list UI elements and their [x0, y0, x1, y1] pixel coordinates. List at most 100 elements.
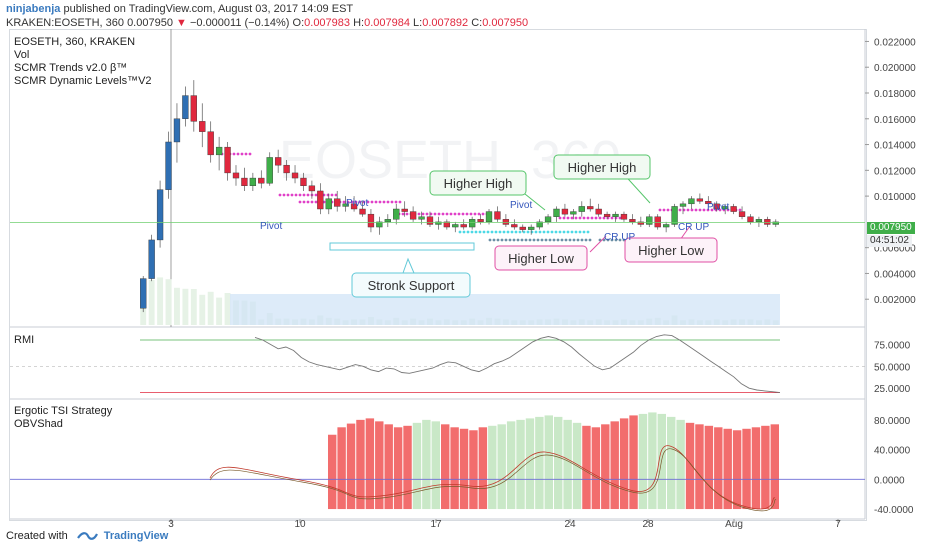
candle-body [182, 95, 189, 119]
tradingview-logo-icon [76, 532, 98, 540]
dynamic-level-dot [582, 216, 586, 220]
tsi-histogram-bar [431, 421, 440, 510]
dynamic-level-dot [548, 238, 552, 242]
dynamic-level-dot [574, 230, 578, 234]
candle-body [283, 164, 290, 174]
legend-symbol[interactable]: EOSETH, 360, KRAKEN [14, 36, 136, 48]
dynamic-level-dot [532, 238, 536, 242]
pivot-label: Pivot [510, 200, 532, 211]
dynamic-level-dot [528, 238, 532, 242]
dynamic-level-dot [566, 230, 570, 234]
publisher-username[interactable]: ninjabenja [6, 3, 61, 15]
dynamic-level-dot [570, 216, 574, 220]
dynamic-level-dot [461, 212, 465, 216]
tsi-histogram-bar [732, 430, 742, 510]
dynamic-level-dot [560, 238, 564, 242]
dynamic-level-dot [437, 212, 441, 216]
candle-body [418, 216, 425, 220]
down-arrow-icon: ▼ [176, 17, 187, 29]
legend-obvshad[interactable]: OBVShad [14, 418, 63, 430]
price-axis-label: 0.014000 [874, 141, 916, 152]
candle-body [359, 208, 366, 215]
dynamic-level-dot [282, 193, 286, 197]
dynamic-level-dot [334, 193, 338, 197]
dynamic-level-dot [698, 208, 702, 212]
time-axis-label: Aug [725, 519, 743, 530]
candle-body [435, 221, 442, 225]
pivot-label: Pivot [346, 198, 368, 209]
tradingview-brand[interactable]: TradingView [103, 530, 169, 542]
dynamic-level-dot [405, 212, 409, 216]
candle-body [587, 206, 594, 210]
dynamic-level-dot [586, 230, 590, 234]
dynamic-level-dot [496, 238, 500, 242]
tsi-histogram-bar [751, 427, 761, 510]
tsi-histogram-bar [356, 419, 365, 510]
annotation-higher-low-2[interactable]: Higher Low [624, 225, 718, 263]
dynamic-level-dot [610, 238, 614, 242]
candle-body [241, 177, 248, 186]
annotation-higher-low-1[interactable]: Higher Low [494, 235, 607, 271]
volume-bar [182, 288, 189, 325]
dynamic-level-dot [374, 200, 378, 204]
dynamic-level-dot [240, 152, 244, 156]
tsi-histogram-bar [619, 418, 629, 510]
annotation-higher-high-2[interactable]: Higher High [553, 154, 651, 204]
dynamic-level-dot [394, 200, 398, 204]
dynamic-level-dot [576, 238, 580, 242]
tsi-histogram-bar [714, 427, 723, 510]
dynamic-level-dot [540, 238, 544, 242]
legend-scmr-levels[interactable]: SCMR Dynamic Levels™V2 [14, 75, 152, 87]
dynamic-level-dot [562, 216, 566, 220]
candle-body [190, 95, 197, 122]
candle-body [342, 203, 349, 207]
dynamic-level-dot [478, 230, 482, 234]
dynamic-level-dot [458, 230, 462, 234]
dynamic-level-dot [584, 238, 588, 242]
tsi-histogram-bar [393, 427, 403, 510]
tsi-histogram-bar [582, 425, 591, 510]
tsi-histogram-bar [441, 424, 450, 510]
candle-body [578, 206, 585, 212]
candle-body [173, 118, 181, 143]
cr-up-label: CR UP [604, 232, 635, 243]
dynamic-level-dot [542, 230, 546, 234]
dynamic-level-dot [594, 216, 598, 220]
candle-body [603, 213, 611, 217]
cr-up-label: CR UP [678, 222, 709, 233]
dynamic-level-dot [294, 193, 298, 197]
dynamic-level-dot [618, 238, 622, 242]
annotation-higher-high-1[interactable]: Higher High [429, 170, 546, 211]
volume-bar [174, 287, 180, 325]
legend-tsi[interactable]: Ergotic TSI Strategy [14, 405, 113, 417]
candle-body [207, 131, 214, 156]
candle-body [452, 224, 459, 228]
dynamic-level-dot [578, 230, 582, 234]
legend-scmr-trends[interactable]: SCMR Trends v2.0 β™ [14, 62, 128, 74]
candle-body [561, 208, 569, 215]
annotation-stronk-support[interactable]: Stronk Support [329, 242, 475, 298]
dynamic-level-dot [738, 208, 742, 212]
candle-body [713, 203, 720, 210]
dynamic-level-dot [574, 216, 578, 220]
dynamic-level-dot [477, 212, 481, 216]
dynamic-level-dot [473, 212, 477, 216]
price-axis-label: 0.018000 [874, 89, 916, 100]
candle-body [747, 216, 754, 223]
dynamic-level-dot [538, 230, 542, 234]
tsi-histogram-bar [459, 428, 469, 510]
rmi-line [254, 334, 781, 394]
dynamic-level-dot [518, 230, 522, 234]
dynamic-level-dot [590, 216, 594, 220]
legend-volume[interactable]: Vol [14, 49, 30, 61]
dynamic-level-dot [570, 230, 574, 234]
dynamic-level-dot [398, 200, 402, 204]
price-axis-label: 0.012000 [874, 166, 916, 177]
legend-rmi[interactable]: RMI [14, 334, 35, 346]
open-value: 0.007983 [304, 17, 351, 29]
dynamic-level-dot [378, 200, 382, 204]
dynamic-level-dot [314, 200, 318, 204]
dynamic-level-dot [534, 230, 538, 234]
candle-body [266, 157, 273, 184]
